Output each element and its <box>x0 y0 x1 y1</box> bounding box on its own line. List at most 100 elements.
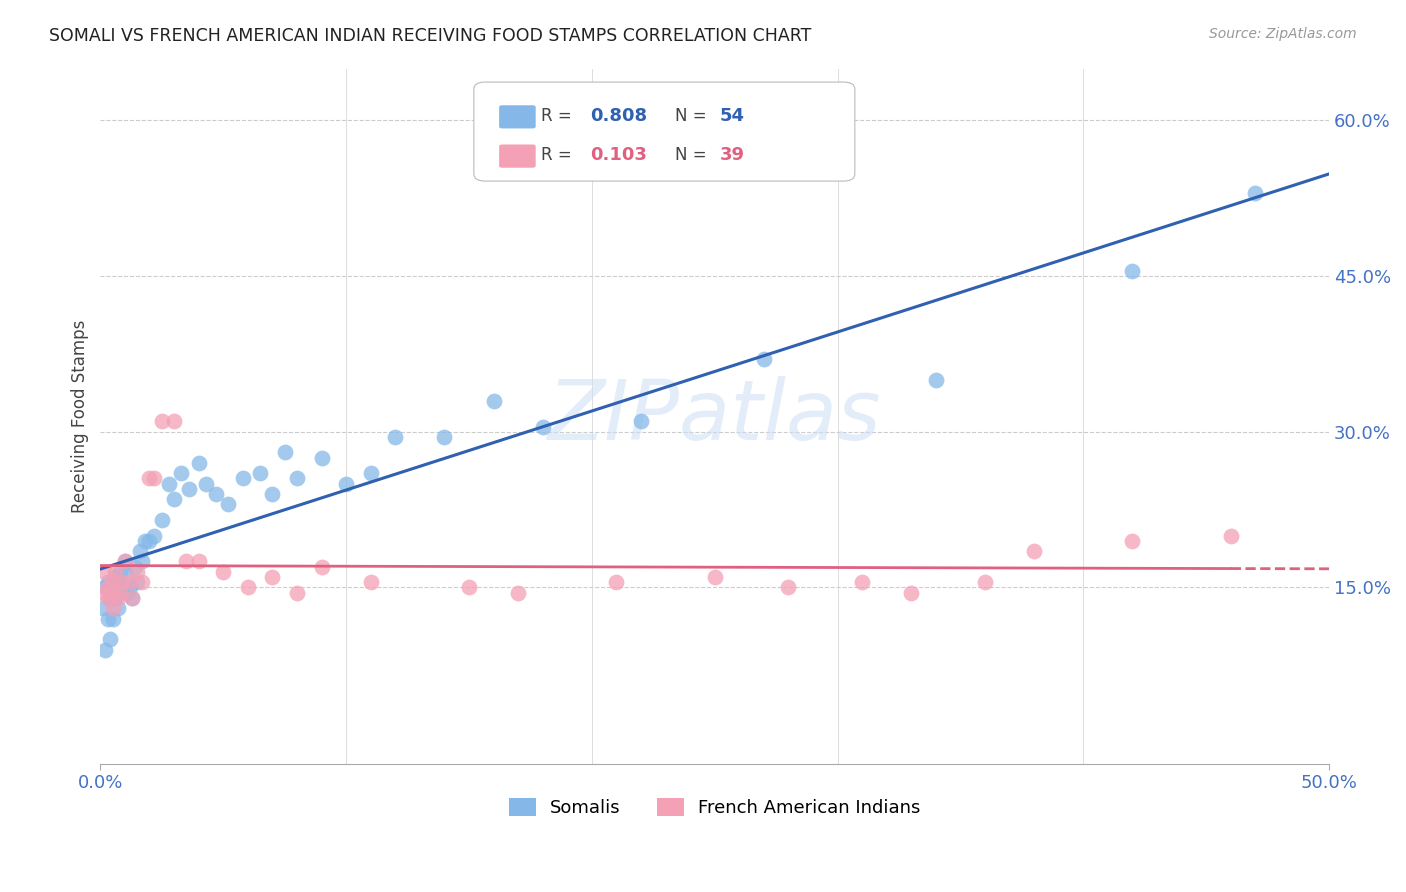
Point <box>170 467 193 481</box>
Point <box>778 581 800 595</box>
Legend: Somalis, French American Indians: Somalis, French American Indians <box>502 790 928 824</box>
Point <box>91 585 114 599</box>
Point <box>187 456 209 470</box>
Point <box>900 585 922 599</box>
Point <box>974 575 997 590</box>
Point <box>94 581 117 595</box>
Point <box>150 414 173 428</box>
Point <box>128 544 150 558</box>
Point <box>630 414 652 428</box>
Point <box>177 482 200 496</box>
Point <box>157 476 180 491</box>
Text: 39: 39 <box>720 146 745 164</box>
Point <box>285 585 308 599</box>
Point <box>121 591 143 605</box>
Text: SOMALI VS FRENCH AMERICAN INDIAN RECEIVING FOOD STAMPS CORRELATION CHART: SOMALI VS FRENCH AMERICAN INDIAN RECEIVI… <box>49 27 811 45</box>
Text: 0.808: 0.808 <box>591 107 648 125</box>
Y-axis label: Receiving Food Stamps: Receiving Food Stamps <box>72 319 89 513</box>
Point <box>111 575 134 590</box>
Point <box>249 467 271 481</box>
Point <box>851 575 873 590</box>
Point <box>1024 544 1046 558</box>
Point <box>98 585 121 599</box>
Point <box>114 554 136 568</box>
Point <box>104 570 127 584</box>
Point <box>97 575 120 590</box>
Point <box>134 533 156 548</box>
Point <box>101 575 124 590</box>
Text: 0.103: 0.103 <box>591 146 647 164</box>
Point <box>506 585 529 599</box>
Text: 54: 54 <box>720 107 745 125</box>
Point <box>101 611 124 625</box>
Point <box>752 352 775 367</box>
Point <box>205 487 228 501</box>
Point <box>124 559 146 574</box>
Point <box>1244 186 1267 200</box>
Point <box>1121 264 1143 278</box>
Point <box>108 585 131 599</box>
Point <box>127 565 149 579</box>
Point <box>143 528 166 542</box>
Point <box>217 497 239 511</box>
Point <box>703 570 725 584</box>
Point <box>98 591 121 605</box>
Point <box>107 585 129 599</box>
Point <box>360 575 382 590</box>
Point <box>97 581 120 595</box>
Point <box>384 430 406 444</box>
Text: R =: R = <box>541 107 572 125</box>
Point <box>104 591 127 605</box>
Point <box>236 581 259 595</box>
Point <box>1219 528 1241 542</box>
Point <box>107 601 129 615</box>
Point <box>482 393 505 408</box>
Point <box>121 591 143 605</box>
Point <box>311 559 333 574</box>
Point <box>187 554 209 568</box>
Point <box>127 575 149 590</box>
Point <box>131 575 153 590</box>
Point <box>101 575 124 590</box>
Point <box>176 554 198 568</box>
Point <box>605 575 627 590</box>
Point <box>433 430 456 444</box>
Point <box>262 487 284 501</box>
Point <box>118 581 141 595</box>
Point <box>114 565 136 579</box>
Point <box>212 565 235 579</box>
Point <box>335 476 357 491</box>
Point <box>107 591 129 605</box>
Text: R =: R = <box>541 146 572 164</box>
Point <box>108 565 131 579</box>
Point <box>143 471 166 485</box>
Point <box>138 533 160 548</box>
Text: N =: N = <box>675 107 706 125</box>
Point <box>232 471 254 485</box>
Point <box>117 585 139 599</box>
Point <box>150 513 173 527</box>
Point <box>163 414 186 428</box>
Point <box>360 467 382 481</box>
Point <box>97 611 120 625</box>
Point <box>273 445 295 459</box>
Point <box>97 591 120 605</box>
Point <box>91 601 114 615</box>
Point <box>98 632 121 647</box>
Point <box>195 476 218 491</box>
Point <box>311 450 333 465</box>
Point <box>531 419 554 434</box>
Point <box>262 570 284 584</box>
Point <box>111 581 134 595</box>
Point <box>94 642 117 657</box>
Text: N =: N = <box>675 146 706 164</box>
Point <box>458 581 481 595</box>
Point <box>131 554 153 568</box>
Point <box>94 565 117 579</box>
Point <box>101 601 124 615</box>
Point <box>114 554 136 568</box>
Point <box>104 565 127 579</box>
Point <box>118 575 141 590</box>
Point <box>108 575 131 590</box>
Point <box>138 471 160 485</box>
